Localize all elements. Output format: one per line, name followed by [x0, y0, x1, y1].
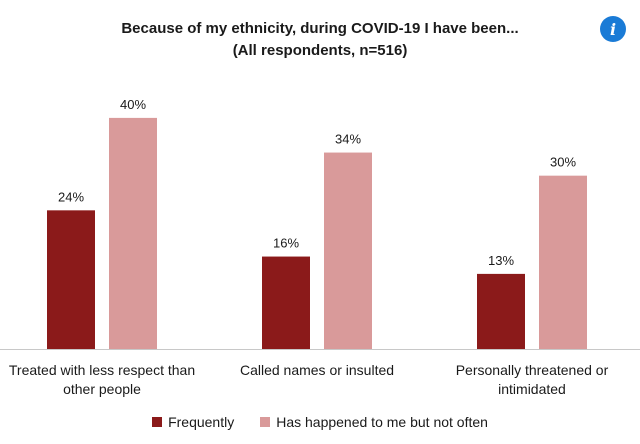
category-label-2: Personally threatened or intimidated	[455, 362, 609, 397]
bar-1-0	[262, 256, 310, 349]
chart-subtitle: (All respondents, n=516)	[232, 42, 408, 59]
data-label-2-0: 13%	[488, 253, 514, 268]
category-label-0: Treated with less respect than other peo…	[8, 362, 196, 397]
legend-item-0: Frequently	[152, 414, 234, 430]
data-label-0-1: 40%	[120, 97, 146, 112]
data-label-1-1: 34%	[335, 132, 361, 147]
legend-swatch-0	[152, 417, 163, 427]
category-label-1: Called names or insulted	[239, 362, 395, 378]
chart-title-block: Because of my ethnicity, during COVID-19…	[0, 18, 640, 62]
bar-0-1	[109, 117, 157, 349]
bar-2-0	[477, 273, 525, 349]
data-label-0-0: 24%	[58, 189, 84, 204]
bar-0-0	[47, 210, 95, 349]
legend-label-1: Has happened to me but not often	[276, 414, 488, 430]
bar-2-1	[539, 175, 587, 349]
info-icon[interactable]: i	[600, 16, 626, 42]
legend-label-0: Frequently	[168, 414, 235, 430]
bar-1-1	[324, 152, 372, 349]
legend-swatch-1	[260, 417, 271, 427]
data-label-1-0: 16%	[273, 236, 299, 251]
chart-title: Because of my ethnicity, during COVID-19…	[121, 20, 519, 37]
data-label-2-1: 30%	[550, 155, 576, 170]
legend: Frequently Has happened to me but not of…	[0, 414, 640, 430]
legend-item-1: Has happened to me but not often	[260, 414, 488, 430]
